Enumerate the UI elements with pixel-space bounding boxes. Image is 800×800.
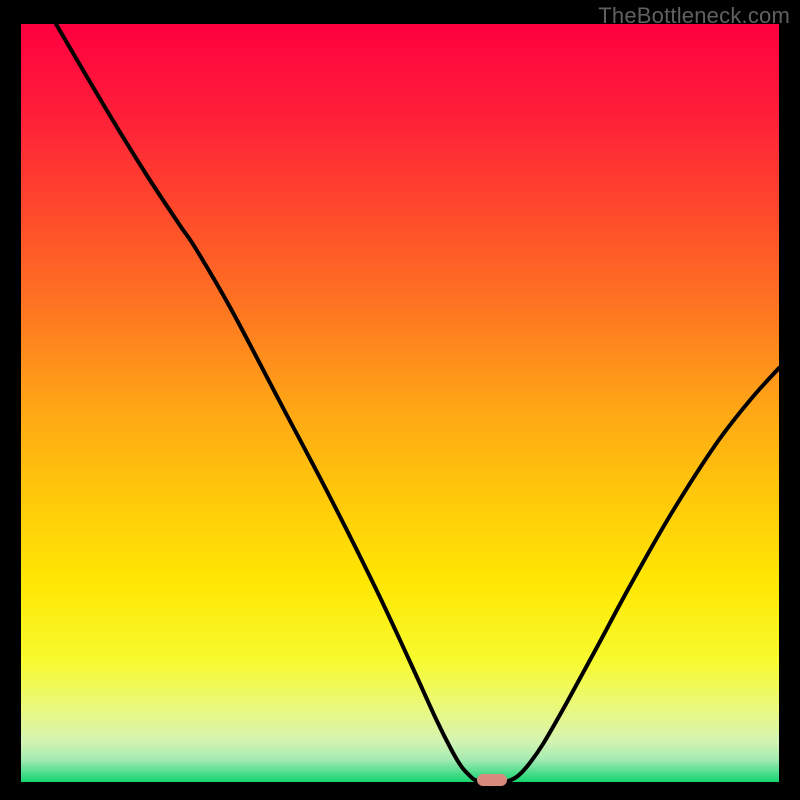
bottleneck-curve (21, 24, 779, 782)
chart-frame: TheBottleneck.com (0, 0, 800, 800)
minimum-marker (477, 774, 507, 786)
plot-area (21, 24, 779, 782)
watermark-text: TheBottleneck.com (598, 3, 790, 29)
